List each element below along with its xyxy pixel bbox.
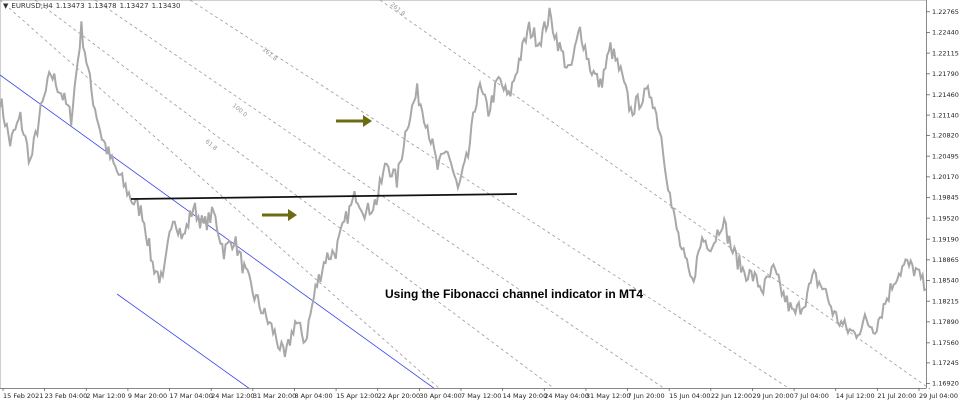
fib-line bbox=[94, 0, 666, 390]
x-tick-label: 8 Apr 04:00 bbox=[294, 392, 332, 400]
x-tick-label: 7 Jun 20:00 bbox=[628, 392, 665, 400]
fib-level-labels: 61.8 100.0 161.8 261.8 bbox=[204, 1, 407, 152]
x-tick-label: 29 Jun 20:00 bbox=[752, 392, 793, 400]
fib-level-label: 100.0 bbox=[231, 102, 249, 119]
fib-level-label: 61.8 bbox=[204, 138, 219, 152]
fib-channel-lines bbox=[0, 0, 931, 390]
y-tick-label: 1.20170 bbox=[932, 173, 959, 181]
y-tick-label: 1.18540 bbox=[932, 277, 959, 285]
high-price: 1.13478 bbox=[87, 2, 117, 10]
y-tick-label: 1.18215 bbox=[932, 297, 959, 305]
y-tick-label: 1.20495 bbox=[932, 152, 959, 160]
y-tick-label: 1.22765 bbox=[932, 8, 959, 16]
fib-level-label: 261.8 bbox=[389, 1, 407, 18]
x-tick-label: 22 Apr 20:00 bbox=[378, 392, 420, 400]
fib-line bbox=[379, 0, 931, 390]
price-series bbox=[0, 7, 927, 358]
y-tick-label: 1.19190 bbox=[932, 235, 959, 243]
y-tick-label: 1.22440 bbox=[932, 29, 959, 37]
x-tick-label: 15 Apr 12:00 bbox=[336, 392, 378, 400]
annotation-text: Using the Fibonacci channel indicator in… bbox=[385, 287, 644, 301]
symbol-label: EURUSD,H4 bbox=[11, 2, 53, 10]
y-tick-label: 1.17560 bbox=[932, 339, 959, 347]
x-tick-label: 31 May 12:00 bbox=[586, 392, 631, 400]
fib-level-label: 161.8 bbox=[261, 46, 279, 63]
y-tick-label: 1.22115 bbox=[932, 49, 959, 57]
channel-lower-line bbox=[116, 293, 251, 390]
close-price: 1.13430 bbox=[151, 2, 181, 10]
fib-line bbox=[0, 0, 441, 390]
x-tick-label: 14 Jul 12:00 bbox=[836, 392, 875, 400]
y-tick-label: 1.17245 bbox=[932, 359, 959, 367]
triangle-down-icon[interactable]: ▼ bbox=[3, 2, 9, 10]
fib-line bbox=[34, 0, 556, 390]
x-tick-label: 9 Mar 20:00 bbox=[128, 392, 167, 400]
signal-arrows bbox=[262, 115, 372, 221]
x-tick-label: 15 Jun 04:00 bbox=[669, 392, 710, 400]
support-line[interactable] bbox=[130, 193, 518, 200]
time-axis[interactable]: 15 Feb 2021 23 Feb 04:002 Mar 12:00 9 Mar … bbox=[0, 388, 958, 400]
open-price: 1.13473 bbox=[55, 2, 85, 10]
x-tick-label: 15 Feb 2021 bbox=[3, 392, 43, 400]
y-tick-label: 1.21790 bbox=[932, 70, 959, 78]
y-tick-label: 1.20820 bbox=[932, 132, 959, 140]
y-tick-label: 1.21140 bbox=[932, 111, 959, 119]
y-tick-label: 1.19520 bbox=[932, 214, 959, 222]
x-tick-label: 17 Mar 04:00 bbox=[170, 392, 213, 400]
low-price: 1.13427 bbox=[119, 2, 149, 10]
price-axis[interactable]: 1.22765 1.22440 1.22115 1.21790 1.21460 1.211… bbox=[926, 0, 959, 388]
arrow-right-icon bbox=[288, 209, 297, 221]
fib-line bbox=[189, 0, 791, 390]
x-tick-label: 24 Mar 12:00 bbox=[211, 392, 254, 400]
y-tick-label: 1.16920 bbox=[932, 380, 959, 388]
x-tick-label: 23 Feb 04:00 bbox=[45, 392, 88, 400]
x-tick-label: 31 Mar 20:00 bbox=[253, 392, 296, 400]
price-line bbox=[0, 7, 927, 358]
x-tick-label: 7 May 12:00 bbox=[461, 392, 501, 400]
y-tick-label: 1.21460 bbox=[932, 91, 959, 99]
x-tick-label: 2 Mar 12:00 bbox=[86, 392, 125, 400]
x-tick-label: 7 Jul 04:00 bbox=[794, 392, 829, 400]
x-tick-label: 24 May 04:00 bbox=[544, 392, 589, 400]
y-tick-label: 1.17890 bbox=[932, 318, 959, 326]
y-tick-label: 1.19845 bbox=[932, 194, 959, 202]
x-tick-label: 21 Jul 20:00 bbox=[877, 392, 916, 400]
y-tick-label: 1.18865 bbox=[932, 256, 959, 264]
x-tick-label: 29 Jul 04:00 bbox=[919, 392, 958, 400]
arrow-right-icon bbox=[363, 115, 372, 127]
x-tick-label: 22 Jun 12:00 bbox=[711, 392, 752, 400]
symbol-header: ▼ EURUSD,H4 1.13473 1.13478 1.13427 1.13430 bbox=[3, 2, 184, 10]
x-tick-label: 30 Apr 04:00 bbox=[419, 392, 461, 400]
x-tick-label: 14 May 20:00 bbox=[503, 392, 548, 400]
